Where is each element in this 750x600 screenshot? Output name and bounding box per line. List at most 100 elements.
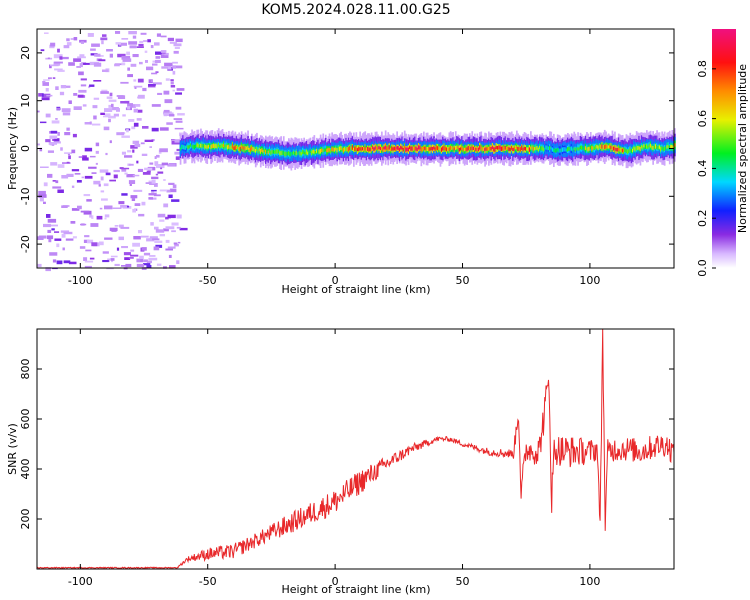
noise-blob	[154, 240, 163, 243]
noise-blob	[160, 50, 167, 53]
noise-blob	[79, 63, 83, 68]
noise-blob	[57, 132, 60, 136]
noise-blob	[167, 246, 176, 249]
signal-cell	[258, 147, 261, 152]
signal-cell	[242, 146, 244, 150]
signal-cell	[657, 146, 660, 150]
y-tick-label: 10	[19, 94, 32, 108]
noise-blob	[89, 214, 92, 218]
noise-blob	[157, 92, 163, 95]
noise-blob	[94, 53, 101, 57]
signal-cell	[410, 146, 412, 151]
noise-blob	[51, 120, 60, 124]
signal-cell	[430, 146, 433, 151]
noise-blob	[146, 170, 151, 173]
signal-cell	[406, 147, 409, 151]
signal-cell	[198, 144, 201, 148]
signal-cell	[496, 146, 499, 150]
signal-cell	[369, 147, 372, 152]
signal-cell	[314, 151, 317, 155]
noise-blob	[134, 143, 141, 148]
signal-cell	[363, 147, 365, 152]
noise-blob	[72, 133, 77, 138]
signal-cell	[285, 151, 288, 157]
noise-blob	[141, 247, 147, 251]
noise-blob	[42, 93, 51, 98]
noise-blob	[46, 94, 53, 97]
signal-cell	[271, 150, 274, 154]
noise-blob	[131, 198, 136, 201]
noise-blob	[121, 62, 126, 66]
signal-cell	[491, 145, 494, 149]
signal-cell	[509, 147, 512, 152]
noise-blob	[106, 96, 113, 99]
noise-blob	[52, 186, 62, 189]
noise-blob	[53, 141, 61, 144]
signal-cell	[214, 143, 216, 149]
signal-cell	[443, 145, 446, 151]
noise-blob	[91, 172, 97, 174]
noise-blob	[151, 189, 157, 192]
signal-cell	[421, 147, 424, 152]
noise-blob	[151, 104, 161, 107]
noise-blob	[48, 142, 57, 145]
signal-cell	[367, 146, 369, 151]
noise-blob	[173, 43, 182, 47]
signal-cell	[415, 146, 418, 151]
noise-blob	[103, 183, 109, 187]
signal-cell	[266, 149, 268, 154]
noise-blob	[116, 132, 125, 136]
noise-blob	[128, 119, 135, 122]
signal-cell	[542, 147, 545, 152]
noise-blob	[84, 235, 90, 238]
signal-cell	[234, 145, 237, 151]
noise-blob	[104, 214, 110, 218]
noise-blob	[56, 243, 60, 248]
signal-cell	[612, 146, 615, 151]
noise-blob	[111, 260, 114, 263]
signal-cell	[251, 146, 253, 150]
noise-blob	[131, 126, 136, 130]
noise-blob	[117, 95, 126, 99]
signal-cell	[442, 146, 444, 151]
noise-blob	[151, 176, 159, 180]
noise-blob	[49, 135, 58, 139]
signal-cell	[391, 146, 393, 151]
signal-cell	[368, 147, 370, 152]
signal-cell	[620, 147, 623, 153]
signal-cell	[480, 145, 483, 150]
noise-blob	[155, 71, 159, 73]
noise-blob	[128, 31, 137, 35]
noise-blob	[148, 193, 157, 196]
signal-cell	[547, 146, 550, 151]
signal-cell	[537, 147, 540, 152]
signal-cell	[238, 146, 240, 152]
noise-blob	[66, 161, 70, 164]
noise-blob	[114, 64, 120, 67]
signal-cell	[244, 146, 247, 151]
signal-cell	[610, 145, 612, 150]
noise-blob	[118, 236, 124, 241]
noise-blob	[68, 261, 77, 265]
noise-blob	[155, 173, 159, 176]
noise-blob	[152, 63, 158, 66]
signal-cell	[559, 148, 561, 153]
noise-blob	[163, 179, 166, 181]
signal-cell	[332, 147, 335, 152]
signal-cell	[201, 143, 203, 149]
noise-blob	[52, 180, 57, 182]
signal-cell	[521, 145, 523, 150]
noise-blob	[169, 114, 175, 117]
noise-blob	[146, 260, 152, 264]
signal-cell	[499, 145, 502, 150]
noise-blob	[93, 97, 100, 100]
noise-blob	[91, 43, 100, 47]
signal-cell	[596, 144, 598, 149]
noise-blob	[139, 255, 144, 260]
noise-blob	[80, 210, 90, 213]
signal-cell	[550, 146, 553, 150]
noise-blob	[61, 233, 66, 238]
noise-blob	[120, 81, 129, 84]
signal-cell	[510, 146, 513, 150]
noise-blob	[90, 223, 99, 227]
